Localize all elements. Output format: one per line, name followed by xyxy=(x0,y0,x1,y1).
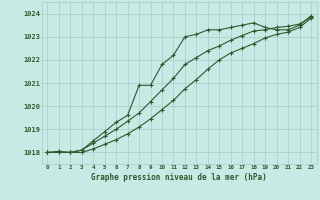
X-axis label: Graphe pression niveau de la mer (hPa): Graphe pression niveau de la mer (hPa) xyxy=(91,173,267,182)
